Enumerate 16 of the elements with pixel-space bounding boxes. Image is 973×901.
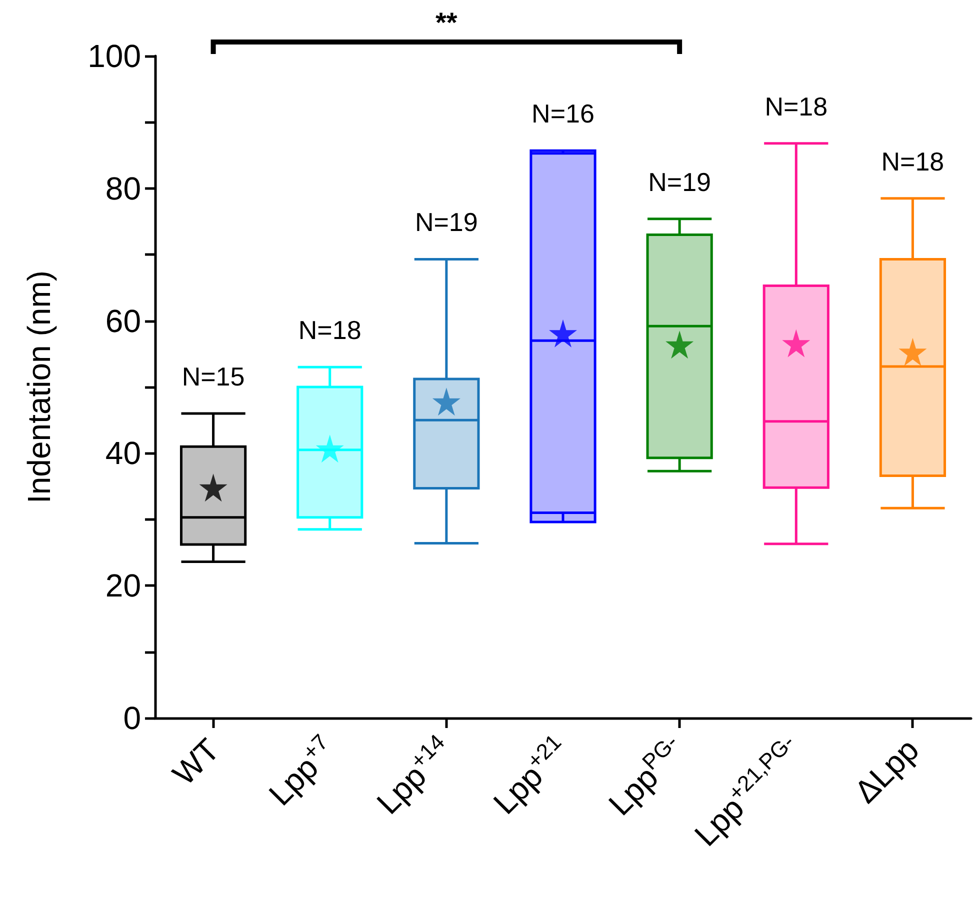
annotation: N=16	[532, 98, 594, 129]
annotation: N=18	[881, 146, 944, 176]
text: **	[436, 7, 458, 38]
y-tick-label: 40	[105, 435, 141, 472]
y-tick-label: 100	[88, 38, 141, 74]
annotation: N=19	[648, 166, 712, 197]
annotation: N=15	[182, 361, 245, 392]
y-tick-label: 0	[123, 700, 141, 736]
y-tick-label: 60	[105, 302, 141, 339]
x-tick-label: WT	[166, 731, 226, 792]
annotation: N=18	[764, 91, 828, 122]
annotation: N=18	[298, 315, 362, 346]
y-tick-label: 20	[105, 568, 141, 604]
y-axis-title: Indentation (nm)	[21, 270, 57, 504]
annotation: N=19	[414, 207, 478, 238]
y-tick-label: 80	[105, 170, 141, 206]
